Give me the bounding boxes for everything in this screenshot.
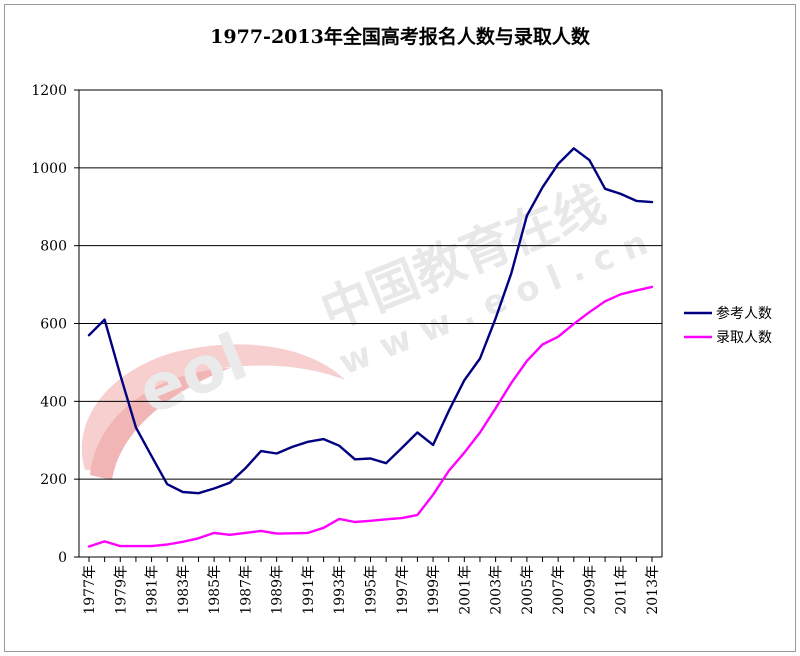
x-tick-label: 2009年 [582, 565, 598, 615]
y-tick-label: 600 [40, 317, 67, 333]
x-tick-label: 1985年 [207, 565, 223, 615]
x-tick-label: 1977年 [82, 565, 98, 615]
y-tick-label: 400 [40, 394, 67, 410]
gridlines [79, 89, 662, 558]
x-tick-label: 2011年 [614, 565, 630, 615]
watermark-logo-swoosh [81, 344, 345, 470]
x-tick-labels: 1977年 1979年 1981年 1983年 1985年 1987年 1989年 1991年… [82, 565, 661, 615]
y-tick-label: 0 [58, 550, 67, 566]
series-line-applicants [87, 147, 654, 495]
watermark-logo-crescent [90, 368, 230, 480]
x-tick-label: 2007年 [551, 565, 567, 615]
x-tick-label: 1979年 [113, 565, 129, 615]
x-tick-label: 1993年 [332, 565, 348, 615]
chart-frame [4, 4, 796, 652]
y-tick-label: 1000 [31, 161, 67, 177]
series-lines [87, 147, 654, 548]
y-tick-label: 800 [40, 239, 67, 255]
x-tick-label: 1997年 [395, 565, 411, 615]
chart-title: 1977-2013年全国高考报名人数与录取人数 [210, 26, 590, 48]
x-tick-label: 1991年 [301, 565, 317, 615]
x-tick-label: 1989年 [270, 565, 286, 615]
x-tick-label: 2013年 [645, 565, 661, 615]
series-line-admitted [87, 285, 654, 548]
x-tick-label: 2003年 [489, 565, 505, 615]
axes [74, 89, 663, 562]
legend-label: 录取人数 [716, 330, 772, 346]
x-tick-label: 2005年 [520, 565, 536, 615]
y-tick-label: 200 [40, 472, 67, 488]
x-tick-label: 2001年 [457, 565, 473, 615]
x-tick-label: 1995年 [364, 565, 380, 615]
x-tick-label: 1999年 [426, 565, 442, 615]
x-tick-label: 1983年 [176, 565, 192, 615]
y-tick-label: 1200 [31, 83, 67, 99]
x-tick-label: 1987年 [238, 565, 254, 615]
y-tick-labels: 0 200 400 600 800 1000 1200 [31, 83, 67, 566]
x-tick-label: 1981年 [145, 565, 161, 615]
legend-label: 参考人数 [716, 305, 772, 322]
